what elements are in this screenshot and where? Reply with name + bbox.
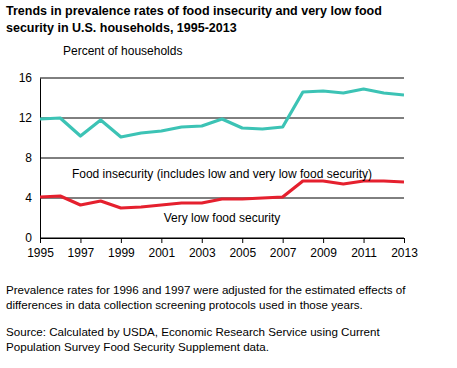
- y-axis-line: [40, 79, 41, 239]
- series-line: [40, 181, 404, 208]
- grid-line: [40, 158, 404, 159]
- x-tick-mark: [283, 238, 284, 243]
- x-tick: 1995: [27, 238, 54, 260]
- x-axis-line: [41, 239, 405, 244]
- y-tick: 0: [25, 231, 40, 245]
- x-tick: 2005: [229, 238, 256, 260]
- chart: Trends in prevalence rates of food insec…: [0, 0, 457, 368]
- x-tick-label: 2013: [391, 246, 418, 260]
- y-tick: 4: [25, 191, 40, 205]
- x-tick: 1997: [68, 238, 95, 260]
- x-tick: 2007: [270, 238, 297, 260]
- y-axis-label: Percent of households: [63, 44, 182, 58]
- x-tick-mark: [364, 238, 365, 243]
- y-tick-label: 12: [19, 111, 33, 125]
- title-line: Trends in prevalence rates of food insec…: [6, 4, 382, 18]
- x-axis: 1995 1997 1999 2001 2003 2005 2007 2009 2011 2013: [27, 238, 418, 260]
- series-label: Food insecurity (includes low and very l…: [72, 167, 372, 181]
- x-tick-mark: [40, 238, 41, 243]
- y-tick-label: 16: [19, 71, 33, 85]
- series-line: [40, 89, 404, 137]
- source: Source: Calculated by USDA, Economic Res…: [6, 325, 381, 353]
- grid: [40, 78, 404, 238]
- grid-line: [40, 78, 404, 79]
- y-tick-label: 4: [25, 191, 32, 205]
- x-tick: 1999: [108, 238, 135, 260]
- x-tick-label: 1999: [108, 246, 135, 260]
- source-line: Source: Calculated by USDA, Economic Res…: [6, 325, 381, 338]
- y-tick: 8: [25, 151, 40, 165]
- x-tick-label: 1995: [27, 246, 54, 260]
- x-tick-mark: [242, 238, 243, 243]
- x-tick-label: 1997: [68, 246, 95, 260]
- plot-area: [40, 89, 404, 208]
- title-line: security in U.S. households, 1995-2013: [6, 21, 237, 35]
- x-tick: 2009: [310, 238, 337, 260]
- y-tick: 16: [19, 71, 40, 85]
- series-label: Very low food security: [164, 211, 281, 225]
- x-tick: 2013: [391, 238, 418, 260]
- x-tick: 2003: [189, 238, 216, 260]
- y-axis: 0 4 8 12 16: [19, 71, 41, 245]
- footnote-line: Prevalence rates for 1996 and 1997 were …: [6, 283, 406, 296]
- x-tick-label: 2011: [351, 246, 377, 260]
- x-tick: 2011: [351, 238, 377, 260]
- title: Trends in prevalence rates of food insec…: [6, 4, 382, 35]
- footnote: Prevalence rates for 1996 and 1997 were …: [6, 283, 406, 311]
- y-tick: 12: [19, 111, 40, 125]
- x-tick-mark: [80, 238, 81, 243]
- x-tick-label: 2001: [148, 246, 175, 260]
- y-tick-label: 8: [25, 151, 32, 165]
- x-tick-mark: [404, 238, 405, 243]
- x-tick-mark: [121, 238, 122, 243]
- x-tick-mark: [161, 238, 162, 243]
- footnote-line: differences in data collection screening…: [6, 298, 363, 311]
- x-tick: 2001: [148, 238, 175, 260]
- x-tick-label: 2007: [270, 246, 297, 260]
- x-tick-mark: [323, 238, 324, 243]
- x-tick-mark: [202, 238, 203, 243]
- x-tick-label: 2009: [310, 246, 337, 260]
- x-tick-label: 2003: [189, 246, 216, 260]
- y-tick-label: 0: [25, 231, 32, 245]
- source-line: Population Survey Food Security Suppleme…: [6, 340, 269, 353]
- x-tick-label: 2005: [229, 246, 256, 260]
